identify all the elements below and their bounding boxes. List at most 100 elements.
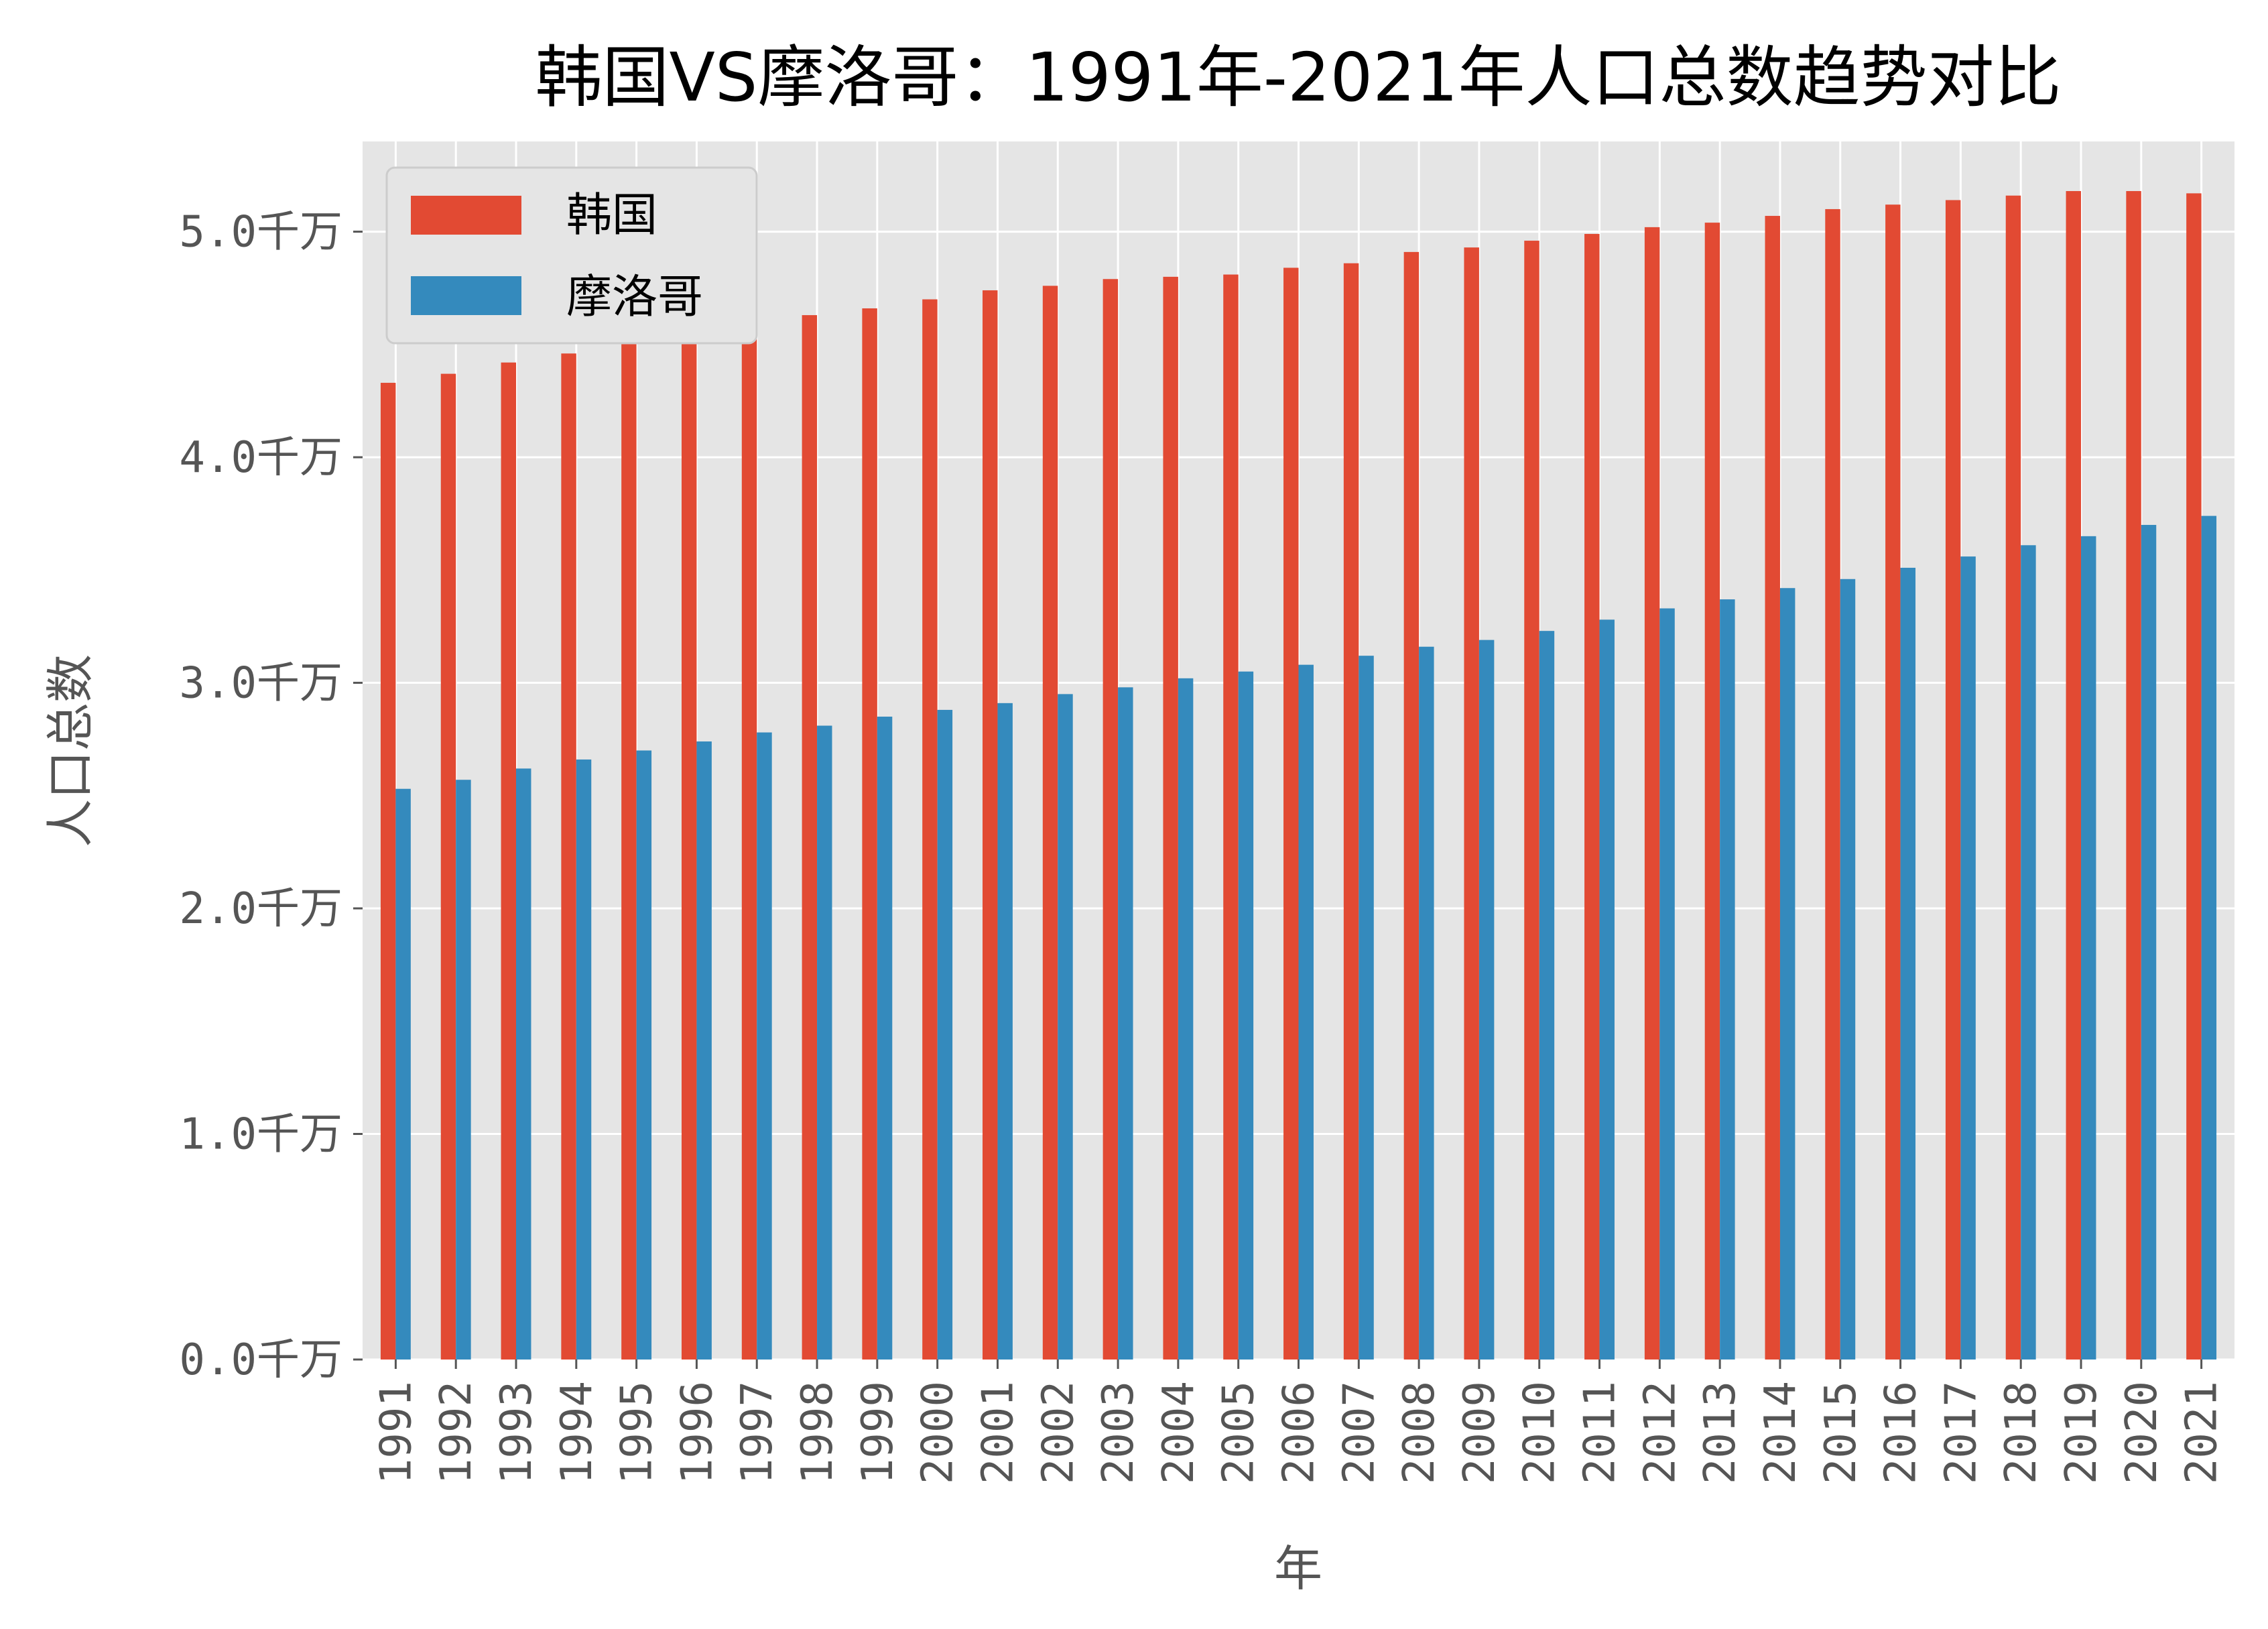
bar-korea-2020 (2126, 191, 2141, 1360)
x-tick-label: 2021 (2178, 1381, 2227, 1484)
x-tick-label: 2010 (1515, 1381, 1565, 1484)
x-tick-label: 2000 (914, 1381, 963, 1484)
bar-korea-1994 (561, 353, 576, 1360)
x-tick-label: 2004 (1154, 1381, 1204, 1484)
bar-morocco-2002 (1058, 694, 1073, 1360)
bar-korea-2015 (1825, 208, 1840, 1360)
bar-morocco-2006 (1298, 664, 1314, 1360)
bar-morocco-1992 (456, 780, 471, 1360)
x-tick-label: 2003 (1094, 1381, 1143, 1484)
bar-morocco-2011 (1599, 619, 1615, 1360)
bar-morocco-2018 (2021, 545, 2036, 1360)
bar-morocco-2009 (1478, 640, 1495, 1360)
x-tick-label: 1995 (613, 1381, 662, 1484)
x-tick-label: 2020 (2117, 1381, 2167, 1484)
y-tick-label: 3.0千万 (179, 659, 342, 709)
legend-label-morocco: 摩洛哥 (566, 271, 703, 324)
x-tick-label: 2011 (1576, 1381, 1625, 1484)
bar-morocco-2020 (2141, 525, 2157, 1360)
bar-morocco-2019 (2080, 536, 2096, 1360)
bar-korea-2013 (1704, 223, 1720, 1360)
y-tick-label: 1.0千万 (179, 1110, 342, 1160)
x-tick-label: 2007 (1334, 1381, 1384, 1484)
bar-morocco-1993 (516, 768, 531, 1360)
x-tick-label: 1993 (492, 1381, 542, 1484)
x-tick-label: 2005 (1214, 1381, 1264, 1484)
bar-morocco-2010 (1539, 631, 1555, 1360)
x-tick-label: 2016 (1877, 1381, 1926, 1484)
y-axis-label: 人口总数 (42, 654, 99, 847)
y-tick-label: 5.0千万 (179, 208, 342, 257)
x-tick-label: 2009 (1455, 1381, 1505, 1484)
x-tick-label: 1992 (432, 1381, 481, 1484)
x-tick-label: 2019 (2057, 1381, 2106, 1484)
bar-morocco-2016 (1900, 567, 1916, 1360)
bar-korea-1995 (621, 342, 637, 1360)
x-tick-label: 2012 (1635, 1381, 1685, 1484)
bar-morocco-1998 (817, 725, 832, 1360)
x-tick-label: 2013 (1696, 1381, 1745, 1484)
bar-korea-1999 (862, 308, 877, 1360)
x-axis-label: 年 (1274, 1541, 1322, 1597)
y-tick-label: 0.0千万 (179, 1335, 342, 1385)
x-tick-label: 2014 (1756, 1381, 1806, 1484)
bar-korea-2012 (1644, 227, 1660, 1360)
y-tick-label: 2.0千万 (179, 884, 342, 934)
x-tick-label: 2001 (973, 1381, 1023, 1484)
legend-label-korea: 韩国 (566, 189, 657, 242)
bar-korea-2008 (1403, 251, 1420, 1360)
bar-morocco-1995 (636, 750, 652, 1360)
x-tick-label: 2015 (1816, 1381, 1866, 1484)
bar-korea-2017 (1945, 200, 1961, 1360)
bar-morocco-2003 (1118, 687, 1133, 1360)
bar-korea-2006 (1283, 267, 1299, 1360)
x-tick-label: 1999 (853, 1381, 903, 1484)
x-tick-label: 1996 (672, 1381, 722, 1484)
chart-title: 韩国VS摩洛哥：1991年-2021年人口总数趋势对比 (536, 38, 2062, 117)
x-tick-label: 1991 (371, 1381, 421, 1484)
bar-morocco-2013 (1720, 599, 1735, 1360)
bar-korea-2001 (983, 290, 998, 1360)
bar-korea-1998 (802, 315, 818, 1360)
bars (380, 191, 2217, 1360)
x-tick-label: 1994 (552, 1381, 602, 1484)
bar-korea-1993 (501, 362, 517, 1360)
bar-morocco-2007 (1359, 656, 1374, 1360)
bar-korea-1997 (741, 324, 757, 1360)
bar-morocco-1996 (696, 741, 712, 1360)
x-axis: 1991 1992 1993 1994 1995 1996 1997 1998 1999 2000… (371, 1360, 2227, 1484)
bar-korea-2002 (1042, 286, 1058, 1360)
legend-swatch-korea (411, 196, 521, 235)
bar-korea-2019 (2066, 191, 2081, 1360)
bar-morocco-2001 (997, 703, 1013, 1360)
bar-morocco-1999 (877, 717, 893, 1360)
bar-korea-2016 (1885, 204, 1901, 1360)
bar-korea-2004 (1163, 276, 1178, 1360)
bar-morocco-1994 (576, 759, 592, 1360)
y-axis: 0.0千万 1.0千万 2.0千万 3.0千万 4.0千万 5.0千万 (179, 208, 363, 1385)
bar-korea-2007 (1343, 263, 1359, 1360)
bar-korea-2010 (1524, 241, 1539, 1360)
bar-morocco-2005 (1238, 671, 1254, 1360)
x-tick-label: 2006 (1275, 1381, 1324, 1484)
bar-korea-2009 (1464, 247, 1479, 1360)
bar-korea-1991 (380, 383, 396, 1360)
bar-korea-2014 (1765, 216, 1780, 1360)
bar-korea-2005 (1223, 274, 1239, 1360)
bar-morocco-1997 (757, 732, 772, 1360)
bar-morocco-2021 (2201, 516, 2217, 1360)
x-tick-label: 2008 (1395, 1381, 1444, 1484)
bar-morocco-1991 (395, 788, 411, 1360)
x-tick-label: 1997 (733, 1381, 782, 1484)
bar-morocco-2014 (1779, 588, 1796, 1360)
bar-morocco-2000 (937, 709, 953, 1360)
x-tick-label: 2018 (1997, 1381, 2046, 1484)
bar-morocco-2012 (1659, 608, 1675, 1360)
bar-korea-2011 (1584, 233, 1600, 1360)
bar-korea-2021 (2186, 193, 2202, 1360)
x-tick-label: 2002 (1033, 1381, 1083, 1484)
bar-korea-2003 (1102, 279, 1119, 1360)
x-tick-label: 2017 (1936, 1381, 1986, 1484)
legend: 韩国 摩洛哥 (385, 166, 758, 345)
